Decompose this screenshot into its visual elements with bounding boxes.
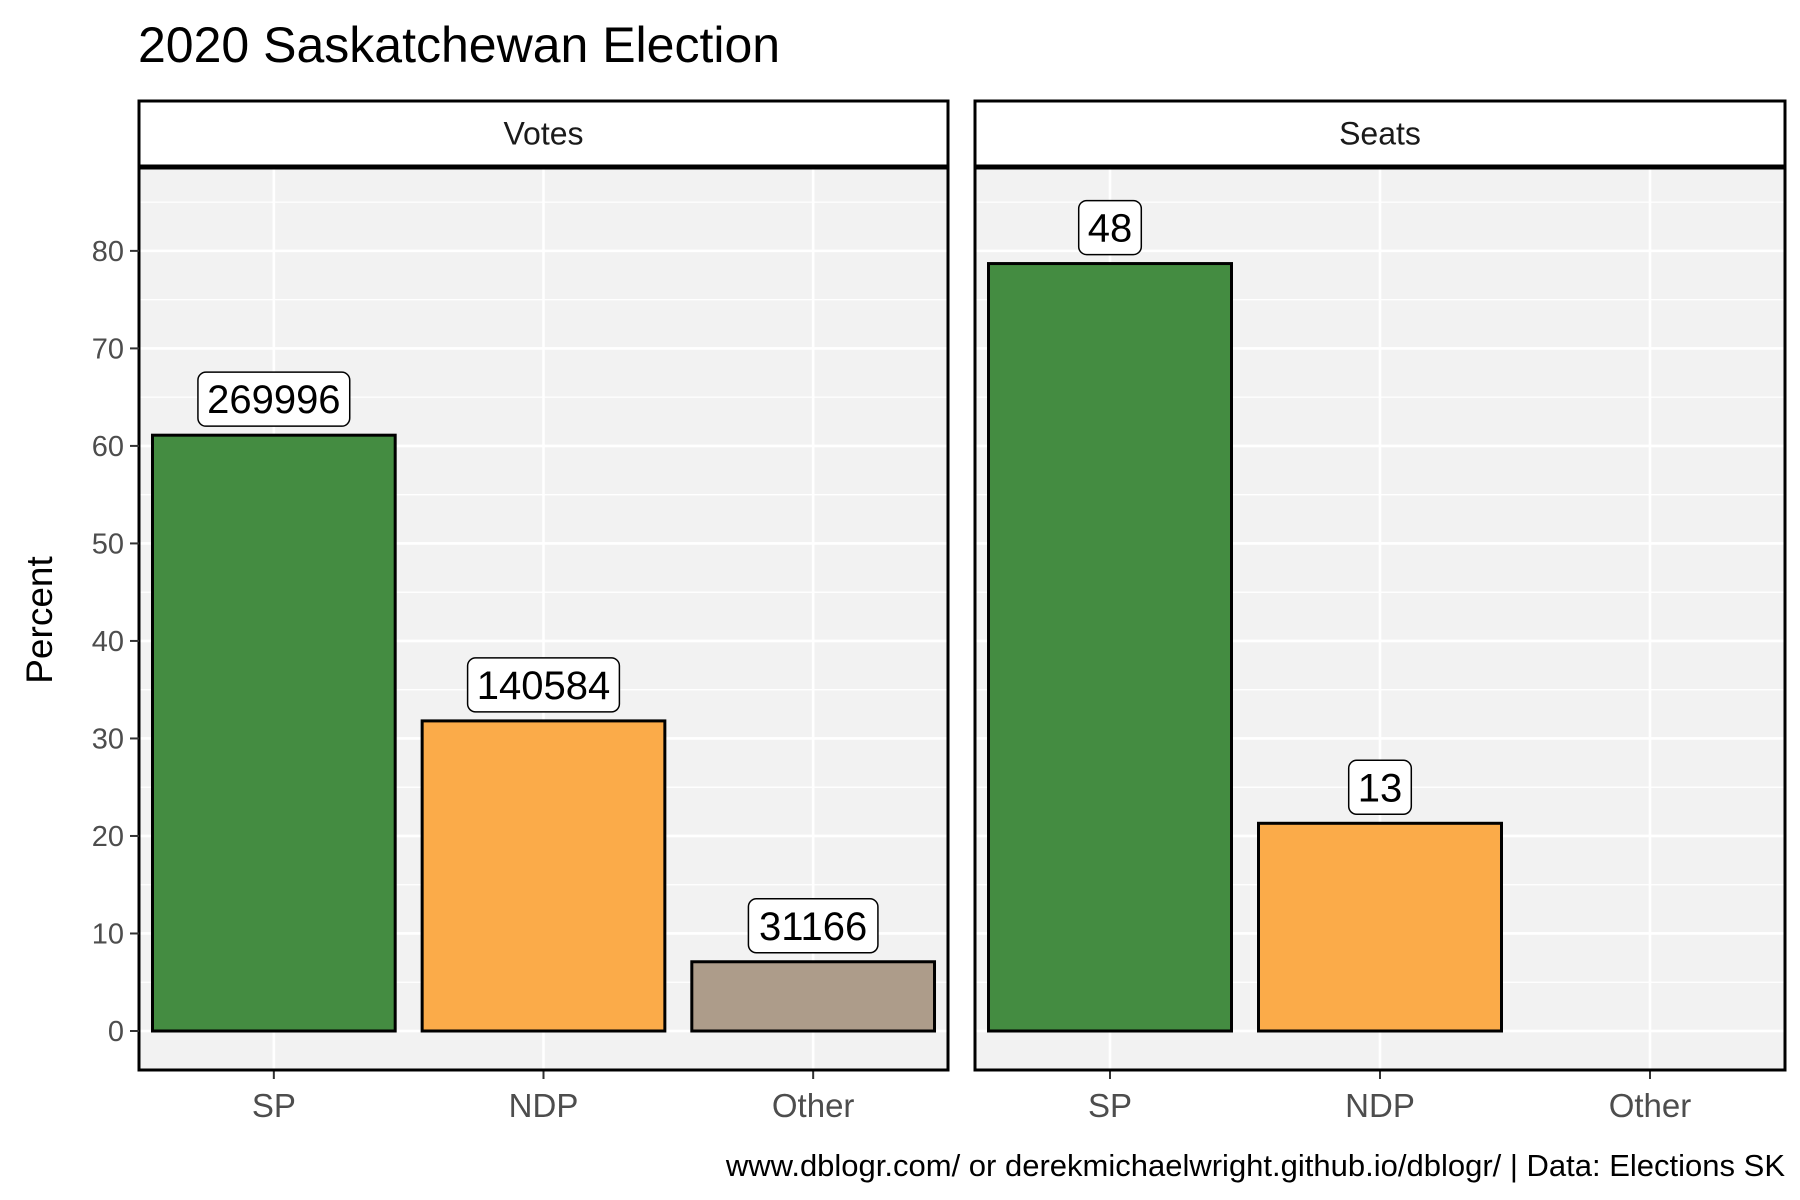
x-tick-label: Other	[772, 1087, 855, 1124]
data-label: 31166	[759, 905, 867, 949]
data-label: 13	[1358, 766, 1403, 810]
data-label: 269996	[207, 378, 340, 422]
panels: Votes269996SP140584NDP31166OtherSeats48S…	[139, 101, 1785, 1124]
y-tick-label: 50	[92, 528, 124, 560]
y-tick-label: 70	[92, 333, 124, 365]
y-tick-label: 20	[92, 821, 124, 853]
bar-ndp	[422, 721, 665, 1031]
chart-title: 2020 Saskatchewan Election	[138, 17, 780, 73]
strip-label: Votes	[503, 116, 583, 152]
panel-votes: Votes 269996 SP 140584 NDP 31166 Other	[139, 101, 948, 1124]
y-tick-label: 40	[92, 626, 124, 658]
bar-sp	[152, 435, 395, 1031]
x-tick-label: SP	[1088, 1087, 1132, 1124]
bar-other	[692, 962, 935, 1031]
chart-caption: www.dblogr.com/ or derekmichaelwright.gi…	[725, 1148, 1785, 1183]
y-tick-label: 10	[92, 918, 124, 950]
y-tick-label: 0	[108, 1016, 124, 1048]
data-label: 48	[1088, 207, 1133, 251]
data-label: 140584	[477, 664, 610, 708]
y-tick-label: 80	[92, 236, 124, 268]
x-tick-label: SP	[252, 1087, 296, 1124]
bar-sp	[989, 264, 1232, 1031]
panel-seats: Seats 48 SP 13 NDP Other	[975, 101, 1785, 1124]
y-tick-label: 60	[92, 431, 124, 463]
y-axis-label: Percent	[19, 556, 60, 684]
x-tick-label: Other	[1609, 1087, 1692, 1124]
x-tick-label: NDP	[1345, 1087, 1415, 1124]
strip-label: Seats	[1339, 116, 1421, 152]
x-tick-label: NDP	[509, 1087, 579, 1124]
y-tick-label: 30	[92, 723, 124, 755]
y-axis: 0 10 20 30 40 50 60 70 80	[92, 236, 139, 1048]
bar-ndp	[1259, 823, 1502, 1031]
